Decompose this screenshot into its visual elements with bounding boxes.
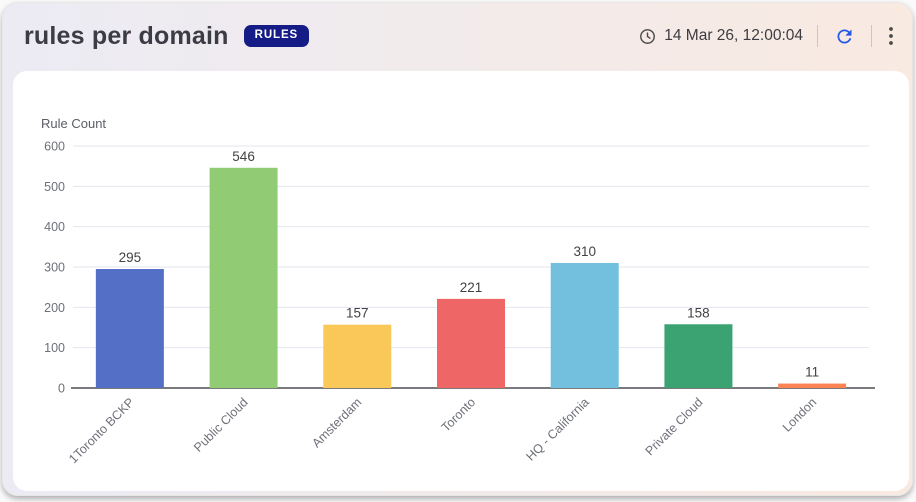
header-left: rules per domain RULES (24, 21, 310, 51)
kebab-menu-button[interactable] (886, 24, 896, 48)
bar-amsterdam[interactable] (323, 324, 392, 388)
bar-toronto[interactable] (437, 298, 505, 388)
bar-chart: 0 100 200 300 400 500 600 Rule Count 295 1Toronto… (41, 116, 875, 466)
x-tick-label: Toronto (439, 395, 478, 434)
x-tick-label: Amsterdam (309, 395, 364, 450)
y-tick-label: 200 (44, 301, 65, 315)
bar-public-cloud[interactable] (209, 167, 278, 388)
bar-value-label: 158 (687, 305, 710, 320)
x-tick-label: London (780, 395, 819, 434)
timestamp-text: 14 Mar 26, 12:00:04 (664, 27, 803, 44)
kebab-menu-icon (889, 27, 893, 45)
bar-value-label: 310 (573, 244, 596, 259)
y-tick-label: 0 (58, 382, 65, 396)
divider (871, 25, 872, 47)
divider (817, 25, 818, 47)
bar-london[interactable] (778, 383, 847, 388)
bar-value-label: 221 (460, 280, 483, 295)
header-right: 14 Mar 26, 12:00:04 (639, 24, 896, 49)
refresh-button[interactable] (832, 24, 857, 49)
x-tick-label: 1Toronto BCKP (66, 395, 137, 466)
y-tick-label: 300 (44, 261, 65, 275)
bar-value-label: 11 (805, 365, 819, 380)
widget-title: rules per domain (24, 21, 229, 50)
bar-private-cloud[interactable] (664, 324, 733, 388)
bar-1toronto-bckp[interactable] (95, 269, 164, 388)
rules-badge: RULES (243, 25, 310, 47)
x-tick-label: Public Cloud (191, 395, 251, 455)
timestamp: 14 Mar 26, 12:00:04 (639, 27, 803, 45)
bar-hq-california[interactable] (550, 262, 619, 388)
y-axis-title: Rule Count (41, 116, 106, 131)
widget-header: rules per domain RULES 14 Mar 26, 12:00:… (3, 3, 912, 69)
widget-card: rules per domain RULES 14 Mar 26, 12:00:… (2, 2, 913, 496)
x-tick-label: Private Cloud (643, 395, 706, 458)
y-tick-label: 600 (44, 140, 65, 154)
chart-panel: 0 100 200 300 400 500 600 Rule Count 295 1Toronto… (13, 71, 909, 491)
y-tick-label: 400 (44, 220, 65, 234)
bar-value-label: 546 (232, 149, 255, 164)
bar-value-label: 295 (119, 250, 142, 265)
refresh-icon (837, 29, 852, 43)
y-tick-label: 100 (44, 341, 65, 355)
bar-value-label: 157 (346, 306, 369, 321)
y-tick-label: 500 (44, 180, 65, 194)
clock-icon (640, 28, 656, 44)
x-tick-label: HQ - California (523, 395, 591, 463)
